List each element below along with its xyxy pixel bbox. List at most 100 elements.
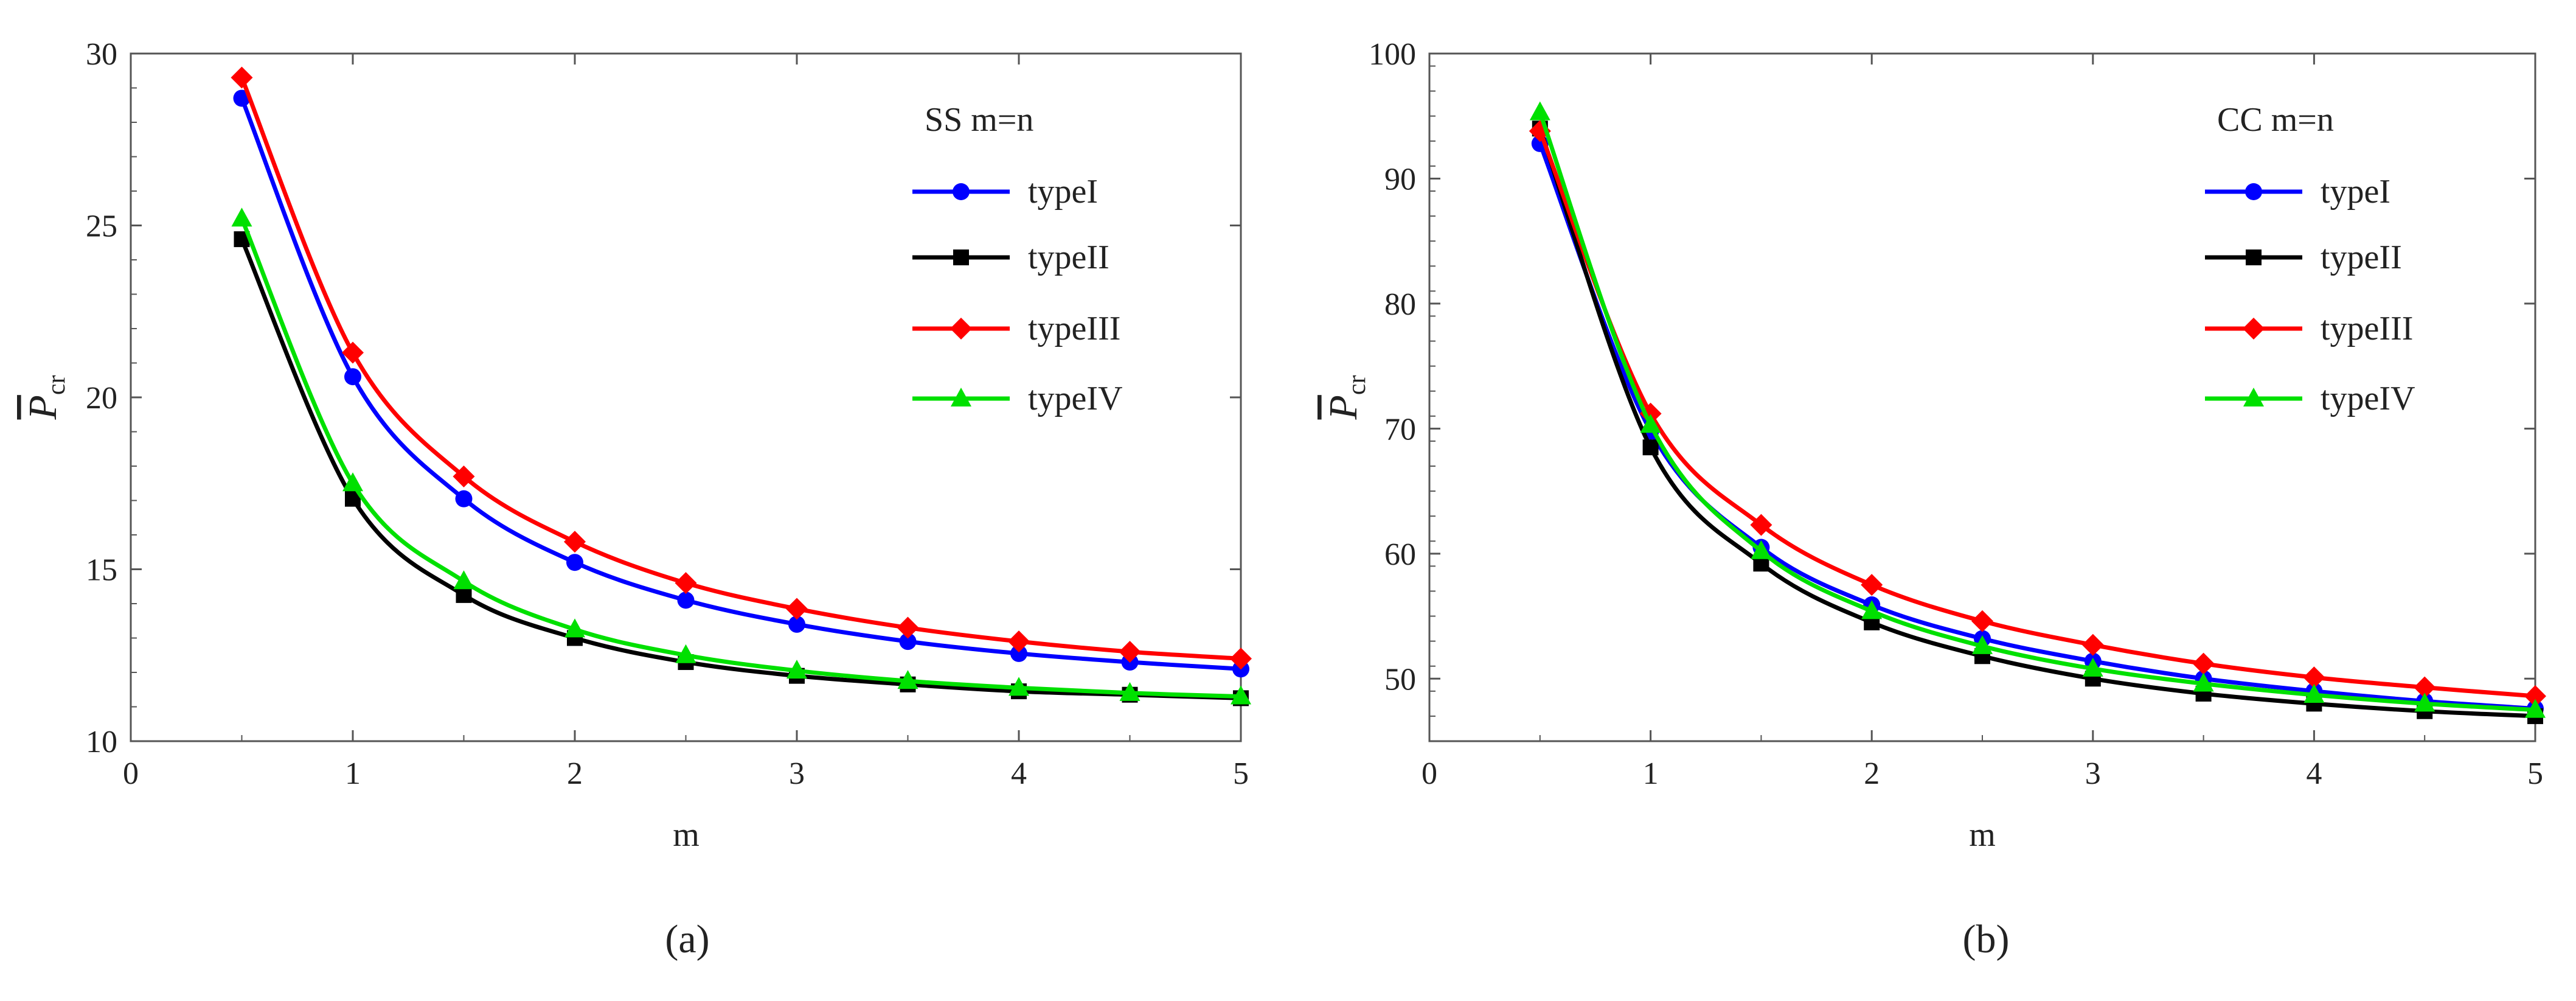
y-tick-label: 100 <box>1369 37 1416 72</box>
data-point-typeIV <box>231 208 252 227</box>
data-point-typeIII <box>1008 630 1030 653</box>
y-tick-label: 80 <box>1384 287 1416 322</box>
data-point-typeIV <box>675 644 696 663</box>
data-point-typeIII <box>453 465 475 487</box>
series-line-typeII <box>1538 128 2536 719</box>
y-tick-label: 50 <box>1384 662 1416 697</box>
data-point-typeIII <box>1119 641 1141 663</box>
chart-panel-b: 0 1 2 3 4 5 50 60 70 80 90 100 CC m=n typeI typeII type… <box>1321 37 2546 961</box>
x-tick-label: 4 <box>2306 756 2322 791</box>
data-point-typeIV <box>1751 540 1772 559</box>
series-typeI <box>1531 134 2544 717</box>
data-point-typeIV <box>1231 685 1251 705</box>
data-point-typeIV <box>786 660 807 679</box>
data-point-typeIV <box>1861 600 1883 619</box>
y-tick-label: 90 <box>1384 162 1416 197</box>
data-point-typeIII <box>1750 514 1772 536</box>
legend: CC m=n typeI typeII typeIII typeIV <box>2205 101 2415 417</box>
y-tick-label: 10 <box>86 725 117 759</box>
data-point-typeIV <box>2303 683 2325 703</box>
data-point-typeIII <box>231 66 253 89</box>
series-typeIV <box>1529 101 2546 718</box>
y-axis-label: Pcr <box>21 375 71 420</box>
data-point-typeI <box>566 554 583 571</box>
legend-title: CC m=n <box>2217 101 2334 139</box>
x-tick-label: 5 <box>2527 756 2543 791</box>
data-point-typeIII <box>786 598 808 620</box>
series-typeIV <box>231 208 1251 705</box>
legend-label-typeIII: typeIII <box>1028 310 1120 347</box>
legend-marker-typeIII <box>2243 318 2265 340</box>
data-point-typeIII <box>2081 633 2104 656</box>
x-tick-label: 2 <box>567 756 583 791</box>
legend-marker-typeIV <box>2243 388 2264 406</box>
x-tick-label: 0 <box>123 756 139 791</box>
legend: SS m=n typeI typeII typeIII typeIV <box>912 101 1123 417</box>
x-tick-label: 1 <box>345 756 361 791</box>
y-tick-label: 70 <box>1384 412 1416 447</box>
data-point-typeIV <box>453 570 474 590</box>
series-line-typeIII <box>240 77 1241 661</box>
data-point-typeIII <box>342 341 364 364</box>
x-tick-label: 2 <box>1864 756 1880 791</box>
data-point-typeIV <box>1119 682 1140 701</box>
y-tick-label: 60 <box>1384 537 1416 572</box>
x-tick-label: 3 <box>2085 756 2101 791</box>
data-point-typeIV <box>2414 692 2435 712</box>
y-tick-label: 30 <box>86 37 117 72</box>
legend-label-typeII: typeII <box>2321 239 2402 276</box>
y-tick-label: 15 <box>86 553 117 588</box>
data-point-typeIII <box>897 616 919 639</box>
legend-label-typeII: typeII <box>1028 239 1109 276</box>
legend-label-typeIV: typeIV <box>2321 380 2415 417</box>
data-point-typeIII <box>564 531 586 553</box>
legend-marker-typeII <box>953 249 969 265</box>
data-point-typeI <box>899 633 917 650</box>
data-point-typeIII <box>2414 676 2436 699</box>
data-point-typeIV <box>342 472 363 492</box>
x-tick-label: 1 <box>1643 756 1659 791</box>
data-point-typeII <box>1642 439 1659 456</box>
legend-marker-typeI <box>2245 183 2262 200</box>
legend-marker-typeIV <box>951 388 971 406</box>
data-point-typeI <box>677 591 695 609</box>
x-axis-label: m <box>1969 816 1996 854</box>
series-typeII <box>234 231 1249 706</box>
legend-label-typeI: typeI <box>1028 173 1098 211</box>
legend-marker-typeI <box>953 183 970 200</box>
data-point-typeIII <box>1971 610 1993 632</box>
data-point-typeIV <box>2525 699 2546 718</box>
series-typeIII <box>231 66 1252 670</box>
x-axis-label: m <box>673 816 700 854</box>
data-point-typeIII <box>1230 647 1252 670</box>
y-tick-label: 25 <box>86 209 117 244</box>
data-point-typeIV <box>1972 635 1993 654</box>
data-point-typeI <box>1010 644 1027 662</box>
data-point-typeI <box>344 368 361 386</box>
data-point-typeI <box>788 615 805 633</box>
series-line-typeII <box>240 238 1241 700</box>
data-point-typeIII <box>1639 402 1662 425</box>
data-point-typeIV <box>1640 414 1661 433</box>
panel-label: (a) <box>665 917 709 961</box>
legend-marker-typeII <box>2246 249 2262 265</box>
legend-label-typeIII: typeIII <box>2321 310 2413 347</box>
x-tick-label: 3 <box>789 756 805 791</box>
legend-marker-typeIII <box>950 318 972 340</box>
data-point-typeIII <box>2192 652 2215 675</box>
panel-label: (b) <box>1963 917 2010 961</box>
y-tick-label: 20 <box>86 381 117 416</box>
data-point-typeIV <box>1009 677 1029 696</box>
chart-panel-a: 0 1 2 3 4 5 10 15 20 25 30 SS m=n typeI typeII typeIII… <box>21 37 1252 961</box>
legend-label-typeI: typeI <box>2321 173 2390 211</box>
series-line-typeI <box>1538 142 2536 711</box>
data-point-typeIII <box>2303 666 2325 689</box>
data-point-typeIV <box>564 618 585 638</box>
series-line-typeIV <box>240 217 1241 699</box>
data-point-typeIV <box>897 670 918 689</box>
legend-title: SS m=n <box>925 101 1033 139</box>
data-point-typeIII <box>2524 685 2546 708</box>
data-point-typeIII <box>675 572 697 595</box>
x-tick-label: 0 <box>1422 756 1437 791</box>
